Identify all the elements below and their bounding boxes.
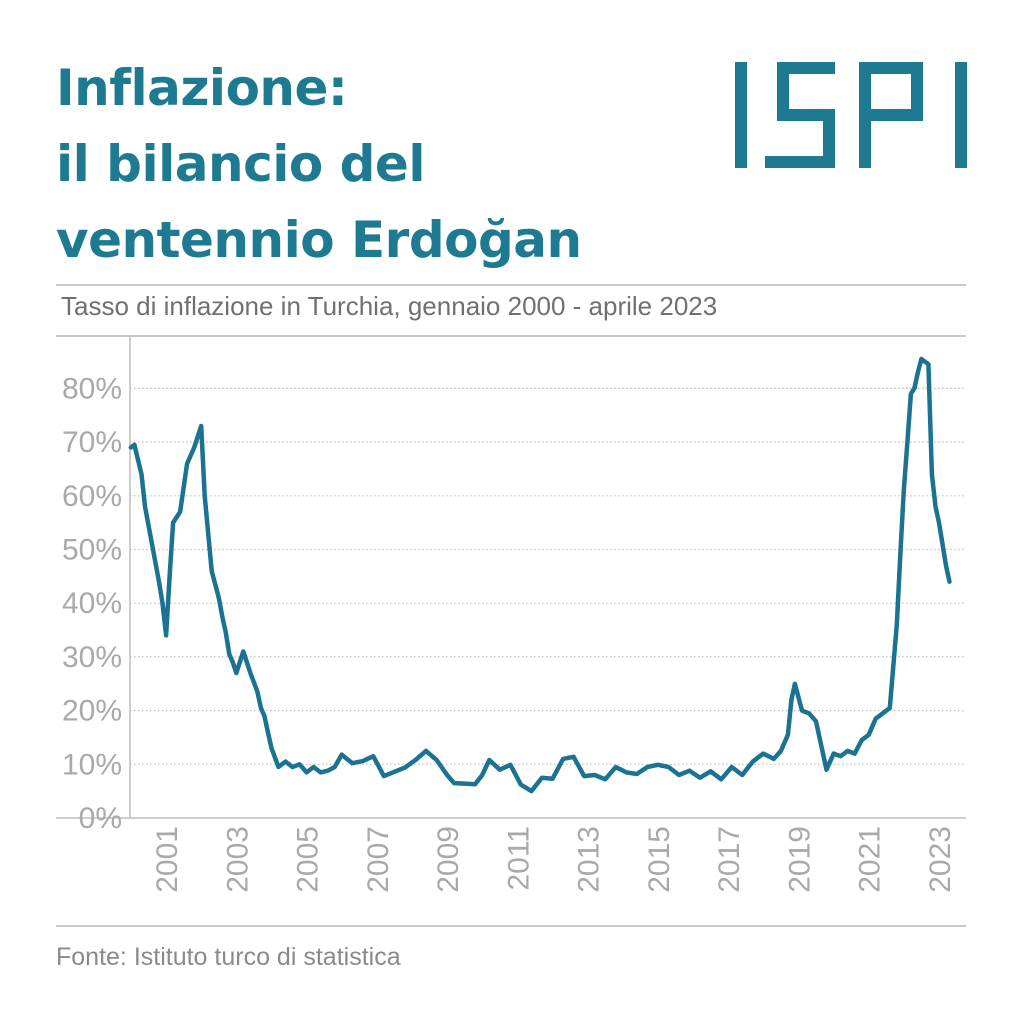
x-tick-label: 2023 — [924, 826, 957, 893]
x-tick-label: 2017 — [713, 826, 746, 893]
x-axis: 2001 2003 2005 2007 2009 2011 2013 2015 2017 2019… — [151, 826, 957, 893]
x-tick-label: 2015 — [643, 826, 676, 893]
x-tick-label: 2001 — [151, 826, 184, 893]
rule-mid — [56, 335, 966, 337]
title-line-3: ventennio Erdoğan — [56, 211, 582, 269]
x-tick-label: 2021 — [854, 826, 887, 893]
x-tick-label: 2011 — [502, 826, 535, 891]
title-line-1: Inflazione: — [56, 59, 348, 117]
x-tick-label: 2005 — [292, 826, 325, 893]
series-line-0 — [128, 356, 952, 794]
y-tick-label: 60% — [62, 480, 122, 513]
y-tick-label: 20% — [62, 695, 122, 728]
y-axis: 0% 10% 20% 30% 40% 50% 60% 70% 80% — [62, 372, 122, 835]
x-tick-label: 2003 — [221, 826, 254, 893]
series-layer — [128, 356, 952, 794]
ispi-logo — [735, 62, 967, 168]
y-tick-label: 30% — [62, 641, 122, 674]
y-tick-label: 40% — [62, 587, 122, 620]
x-tick-label: 2007 — [362, 826, 395, 893]
gridlines — [56, 335, 966, 819]
rule-top — [56, 284, 966, 286]
x-tick-label: 2019 — [783, 826, 816, 893]
chart-subtitle: Tasso di inflazione in Turchia, gennaio … — [61, 291, 718, 321]
y-tick-label: 0% — [79, 802, 122, 835]
y-tick-label: 10% — [62, 748, 122, 781]
y-tick-label: 50% — [62, 534, 122, 567]
rule-bottom — [56, 925, 966, 927]
page-title: Inflazione: il bilancio del ventennio Er… — [56, 50, 582, 278]
x-tick-label: 2009 — [432, 826, 465, 893]
y-tick-label: 70% — [62, 426, 122, 459]
y-tick-label: 80% — [62, 372, 122, 405]
source-note: Fonte: Istituto turco di statistica — [56, 943, 401, 971]
x-tick-label: 2013 — [573, 826, 606, 893]
title-line-2: il bilancio del — [56, 135, 425, 193]
